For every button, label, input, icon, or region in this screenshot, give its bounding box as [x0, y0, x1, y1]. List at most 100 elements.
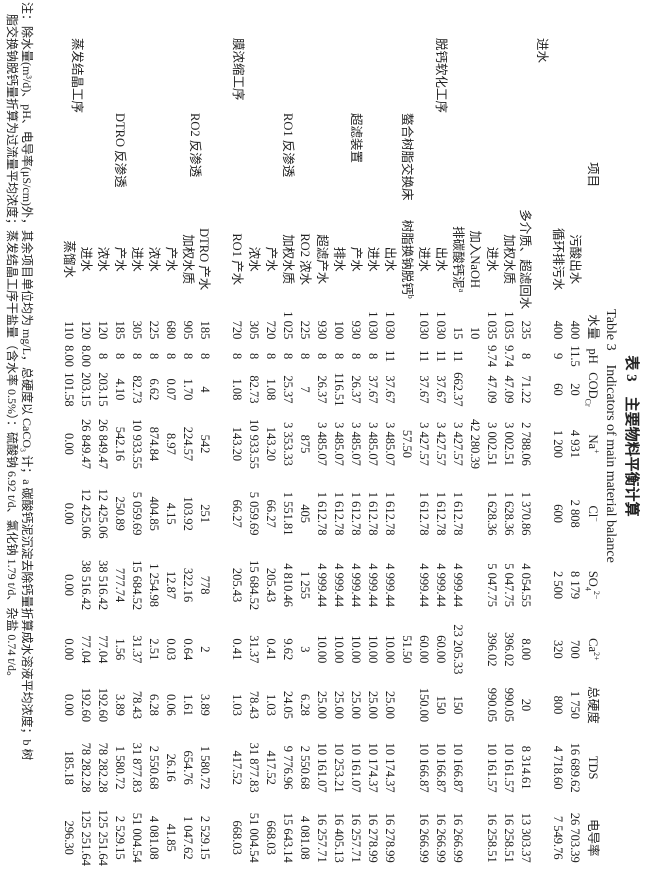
table-cell: 0.41 [264, 638, 278, 661]
table-body: 进水 污酸出水 400 11.5 20 4 931 2 808 8 179 700 1 750 16… [60, 38, 583, 872]
column-header: Na+ [583, 410, 602, 478]
row-item-label: 树脂换钠脱钙b [398, 207, 415, 311]
table-cell: 101.58 [62, 372, 76, 407]
table-cell: 150 [451, 695, 465, 715]
column-header: CODCr [583, 369, 602, 410]
table-cell: 396.02 [502, 632, 516, 667]
table-cell: 4.10 [113, 378, 127, 401]
footnote-mark: a [457, 288, 467, 293]
row-item-label: 进水 [483, 207, 500, 311]
row-item-label: 排碳酸钙泥a [449, 207, 466, 311]
table-cell: 1 750 [568, 690, 582, 719]
table-cell: 42 280.39 [468, 418, 482, 469]
table-cell: 8 314.61 [519, 745, 533, 790]
table-cell: 9 776.96 [281, 745, 295, 790]
table-cell: 8 [130, 352, 144, 360]
table-cell: 1 035 [502, 311, 516, 340]
table-cell: 71.22 [519, 375, 533, 404]
row-item-text: 进水 [130, 246, 144, 272]
row-item-text: 蒸馏水 [62, 240, 76, 278]
table-cell: 5 059.69 [130, 491, 144, 536]
table-cell [398, 369, 415, 410]
table-cell: 110 [62, 321, 76, 340]
table-cell: 874.84 [147, 426, 161, 462]
row-item-text: 加入NaOH [468, 230, 482, 289]
row-item-text: 产水 [264, 246, 278, 272]
table-cell: 1 612.78 [417, 491, 431, 536]
row-item-label: 浓水 [94, 207, 111, 311]
table-cell [466, 803, 483, 872]
table-cell: 82.73 [247, 375, 261, 404]
table-cell: 9.74 [502, 345, 516, 368]
table-cell: 16 266.99 [434, 812, 448, 863]
row-item-label: 加权水质 [179, 207, 196, 311]
table-cell: 1 628.36 [485, 491, 499, 536]
table-cell: 26 849.47 [96, 418, 110, 469]
table-cell: 57.50 [400, 429, 414, 459]
table-cell: 31 877.83 [130, 742, 144, 793]
table-cell: 700 [568, 639, 582, 659]
header-sup: 2− [592, 590, 602, 600]
table-cell [466, 678, 483, 732]
table-cell [398, 549, 415, 620]
table-cell: 25.00 [366, 690, 380, 719]
table-cell: 1 612.78 [383, 491, 397, 536]
table-cell: 4 810.46 [281, 563, 295, 607]
table-cell: 5 047.75 [485, 563, 499, 607]
table-cell: 3 002.51 [485, 422, 499, 466]
table-cell: 405 [298, 504, 312, 524]
table-cell: 2 529.15 [198, 815, 212, 860]
table-cell: 25.00 [349, 690, 363, 719]
table-cell: 26 849.47 [79, 418, 93, 469]
header-base: SO [586, 570, 600, 587]
row-item-text: 浓水 [247, 246, 261, 272]
table-cell: 0.00 [62, 433, 76, 455]
table-cell: 777.74 [113, 567, 127, 603]
row-item-text: DTRO 产水 [197, 228, 211, 291]
table-cell: 1.08 [264, 378, 278, 401]
row-item-text: RO2 浓水 [298, 233, 312, 286]
table-cell: 668.03 [264, 820, 278, 855]
header-base: 总硬度 [586, 686, 600, 724]
table-cell: 16 266.99 [451, 812, 465, 863]
table-cell: 305 [130, 320, 144, 340]
table-cell: 3 353.33 [281, 422, 295, 466]
table-cell: 10 253.21 [332, 742, 346, 793]
table-cell: 60.00 [434, 635, 448, 664]
group-label: 蒸发结晶工序 [70, 38, 85, 114]
note-line: 注：除水量(m³/d)、pH、电导率(μS/cm)外，其余项目单位均为 mg/L… [20, 2, 34, 761]
table-cell: 396.02 [485, 632, 499, 667]
row-item-text: 加权水质 [281, 234, 295, 285]
table-cell: 1 551.81 [281, 491, 295, 536]
table-cell: 1 255 [298, 571, 312, 600]
table-cell: 1 200 [551, 429, 565, 459]
header-row: 项目 水量 pH CODCr Na+ Cl− SO42− Ca2+ 总硬度 TDS 电导率 [583, 38, 602, 872]
table-cell: 11 [434, 350, 448, 363]
table-cell: 82.73 [130, 375, 144, 404]
table-cell: 16 689.62 [568, 742, 582, 793]
table-cell: 3 485.07 [349, 422, 363, 466]
table-cell: 0.00 [62, 502, 76, 525]
column-header: Ca2+ [583, 621, 602, 678]
table-cell: 1 580.72 [113, 745, 127, 790]
table-cell: 4 081.08 [298, 815, 312, 860]
header-base: 水量 [586, 314, 600, 340]
table-cell: 1 370.86 [519, 491, 533, 536]
table-cell: 143.20 [230, 426, 244, 462]
table-cell: 930 [349, 320, 363, 340]
table-cell: 203.15 [79, 372, 93, 407]
table-cell: 120 [79, 320, 93, 340]
table-row: RO1 反渗透 超滤产水 930 8 26.37 3 485.07 1 612.78 4 99… [281, 38, 330, 872]
section-label [60, 113, 94, 207]
table-cell: 4 999.44 [383, 563, 397, 607]
table-cell: 680 [164, 320, 178, 340]
table-cell: 4 999.44 [417, 563, 431, 607]
table-cell: 41.85 [164, 823, 178, 852]
table-cell: 11 [451, 350, 465, 363]
row-item-text: 浓水 [147, 246, 161, 272]
table-cell: 31.37 [247, 635, 261, 664]
table-cell: 0.64 [181, 638, 195, 661]
table-cell: 4 999.44 [349, 563, 363, 607]
row-item-text: 多介质、超滤回水 [518, 209, 532, 310]
table-cell: 305 [247, 320, 261, 340]
